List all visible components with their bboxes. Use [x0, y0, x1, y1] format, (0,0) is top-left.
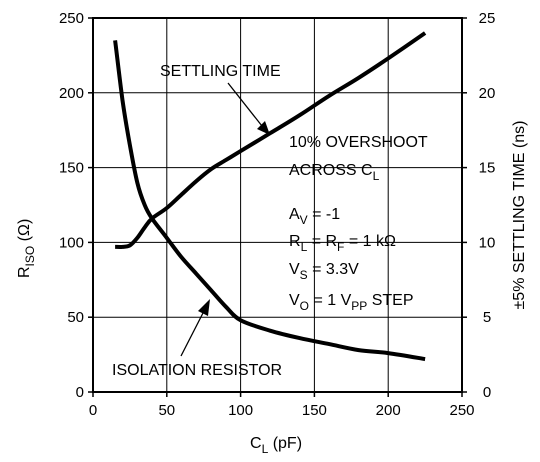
y-left-tick-label: 50	[67, 309, 84, 326]
x-tick-label: 50	[158, 402, 175, 419]
grid	[93, 18, 462, 392]
y-left-tick-label: 100	[59, 234, 84, 251]
y-right-tick-label: 25	[479, 10, 496, 27]
series-line-isolation-resistor	[113, 40, 426, 362]
series-layer	[113, 31, 427, 362]
y-left-tick-label: 150	[59, 160, 84, 177]
y-right-tick-label: 10	[479, 234, 496, 251]
settling-time-arrow	[227, 82, 270, 135]
y-right-tick-label: 20	[479, 85, 496, 102]
tick-labels: 0 50 100 150 200 250 0 50 100 150 200 250 0 5 10 15 20 25	[59, 10, 495, 419]
annotation-rl-rf: RL = RF = 1 kΩ	[289, 233, 396, 254]
x-tick-label: 100	[228, 402, 253, 419]
y-right-tick-label: 5	[483, 309, 491, 326]
y-right-tick-label: 15	[479, 160, 496, 177]
x-tick-label: 200	[376, 402, 401, 419]
y-right-tick-label: 0	[483, 384, 491, 401]
y-left-tick-label: 200	[59, 85, 84, 102]
series-line-settling-time	[115, 31, 427, 249]
y-axis-left-label: RISO (Ω)	[16, 219, 37, 278]
x-tick-label: 0	[89, 402, 97, 419]
y-axis-right-label: ±5% SETTLING TIME (ns)	[511, 121, 528, 310]
series-label-settling-time: SETTLING TIME	[160, 63, 281, 80]
annotation-av: AV = -1	[289, 206, 340, 227]
annotation-across-cl: ACROSS CL	[289, 162, 380, 183]
annotation-overshoot: 10% OVERSHOOT	[289, 134, 428, 151]
x-axis-label: CL (pF)	[250, 435, 302, 456]
annotation-vo: VO = 1 VPP STEP	[289, 292, 414, 313]
x-tick-label: 150	[302, 402, 327, 419]
y-left-tick-label: 0	[76, 384, 84, 401]
plot-frame	[92, 17, 463, 393]
series-label-isolation-resistor: ISOLATION RESISTOR	[112, 362, 282, 379]
annotation-vs: VS = 3.3V	[289, 261, 359, 282]
isolation-resistor-arrow	[180, 299, 210, 357]
y-left-tick-label: 250	[59, 10, 84, 27]
x-tick-label: 250	[449, 402, 474, 419]
